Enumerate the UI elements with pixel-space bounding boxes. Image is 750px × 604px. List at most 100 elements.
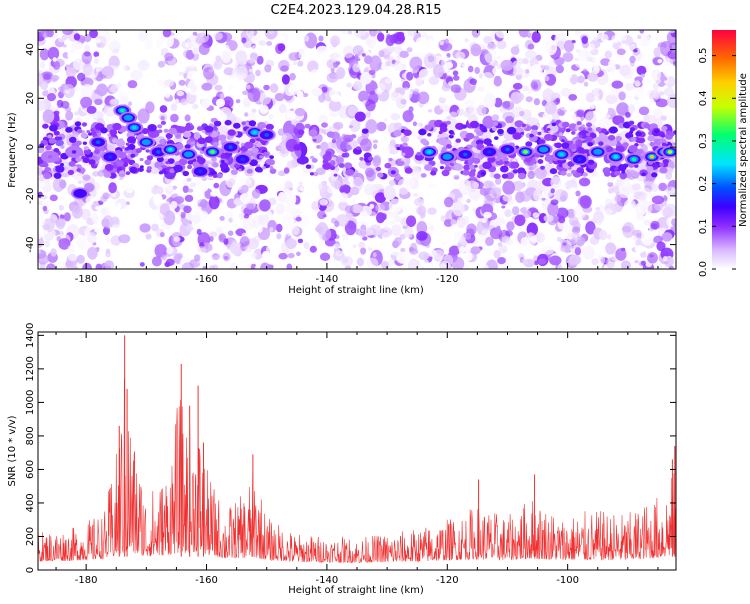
heatmap-band-cell (67, 169, 75, 175)
heatmap-cell (455, 51, 466, 60)
heatmap-band-cell (146, 166, 152, 171)
heatmap-band-cell (607, 134, 616, 141)
heatmap-cell (527, 170, 535, 180)
heatmap-band-cell (416, 152, 422, 156)
heatmap-cell (388, 220, 396, 225)
heatmap-cell (162, 30, 172, 38)
heatmap-cell (621, 260, 631, 269)
heatmap-cell (416, 231, 428, 241)
heatmap-cell (522, 209, 532, 219)
heatmap-cell (663, 57, 674, 67)
heatmap-cell (239, 236, 250, 247)
heatmap-cell (287, 252, 295, 259)
heatmap-cell (566, 172, 572, 177)
heatmap-band-cell (465, 132, 475, 140)
heatmap-cell (396, 251, 410, 264)
heatmap-cell (193, 131, 201, 140)
heatmap-cell (260, 262, 271, 269)
heatmap-band-cell (213, 120, 222, 127)
heatmap-band-cell (68, 161, 76, 167)
heatmap-band-cell (312, 138, 317, 142)
heatmap-band-cell (493, 173, 501, 179)
heatmap-cell (423, 52, 437, 69)
heatmap-band-cell (615, 145, 625, 153)
heatmap-cell (59, 196, 64, 201)
heatmap-cell (565, 69, 573, 79)
snr-line (38, 378, 676, 564)
heatmap-cell (469, 78, 477, 86)
heatmap-cell (667, 186, 672, 191)
heatmap-band-cell (145, 149, 150, 153)
heatmap-band-cell (641, 172, 646, 176)
heatmap-cell (348, 175, 355, 184)
heatmap-cell (515, 71, 524, 82)
heatmap-cell (556, 207, 569, 219)
heatmap-band-cell (220, 160, 225, 163)
heatmap-cell (139, 223, 151, 233)
heatmap-cell (600, 58, 611, 66)
heatmap-hotspot-core (77, 191, 83, 196)
heatmap-cell (519, 264, 527, 269)
heatmap-cell (160, 115, 165, 121)
heatmap-cell (320, 252, 331, 261)
heatmap-cell (309, 245, 317, 253)
heatmap-cell (439, 40, 444, 46)
heatmap-cell (244, 112, 249, 117)
heatmap-cell (292, 61, 297, 66)
heatmap-cell (58, 230, 64, 236)
heatmap-band-cell (544, 133, 553, 141)
heatmap-cell (196, 228, 202, 236)
heatmap-cell (494, 217, 506, 226)
heatmap-band-cell (537, 131, 542, 136)
heatmap-band-cell (483, 138, 492, 146)
heatmap-cell (414, 198, 425, 206)
heatmap-cell (151, 185, 164, 196)
heatmap-cell (673, 62, 676, 67)
heatmap-cell (223, 255, 229, 260)
heatmap-cell (605, 242, 616, 255)
heatmap-cell (485, 259, 498, 269)
heatmap-cell (383, 185, 396, 201)
heatmap-cell (481, 72, 495, 87)
heatmap-band-cell (295, 122, 305, 130)
heatmap-cell (38, 72, 44, 86)
heatmap-cell (648, 115, 656, 123)
colorbar-tick-label: 0.5 (698, 48, 709, 64)
heatmap-cell (42, 230, 49, 235)
heatmap-cell (535, 232, 545, 243)
heatmap-cell (480, 49, 489, 55)
heatmap-band-cell (265, 123, 274, 131)
heatmap-cell (390, 90, 400, 101)
heatmap-cell (578, 105, 585, 110)
heatmap-cell (604, 208, 613, 216)
heatmap-cell (162, 34, 174, 48)
heatmap-cell (558, 110, 565, 116)
heatmap-band-cell (418, 128, 427, 136)
heatmap-cell (38, 249, 41, 254)
heatmap-band-cell (55, 165, 65, 173)
heatmap-cell (472, 181, 480, 189)
heatmap-band-cell (82, 157, 90, 164)
heatmap-band-cell (647, 135, 656, 142)
heatmap-cell (47, 93, 56, 102)
heatmap-band-cell (356, 146, 361, 151)
heatmap-band-cell (86, 130, 90, 134)
heatmap-cell (101, 66, 114, 76)
heatmap-band-cell (147, 124, 157, 132)
heatmap-cell (428, 182, 436, 189)
spectrogram-x-tick-label: -180 (75, 274, 98, 285)
heatmap-band-cell (359, 157, 364, 161)
heatmap-cell (92, 215, 99, 224)
heatmap-band-cell (212, 162, 219, 168)
heatmap-cell (284, 201, 297, 214)
heatmap-cell (284, 181, 293, 190)
heatmap-hotspot-core (132, 125, 137, 130)
heatmap-band-cell (43, 172, 52, 179)
snr-y-tick-label: 600 (25, 460, 36, 479)
heatmap-cell (110, 216, 120, 225)
heatmap-cell (527, 88, 532, 95)
heatmap-cell (643, 219, 651, 226)
heatmap-hotspot-core (577, 157, 582, 162)
heatmap-cell (606, 234, 612, 240)
heatmap-cell (354, 111, 366, 122)
